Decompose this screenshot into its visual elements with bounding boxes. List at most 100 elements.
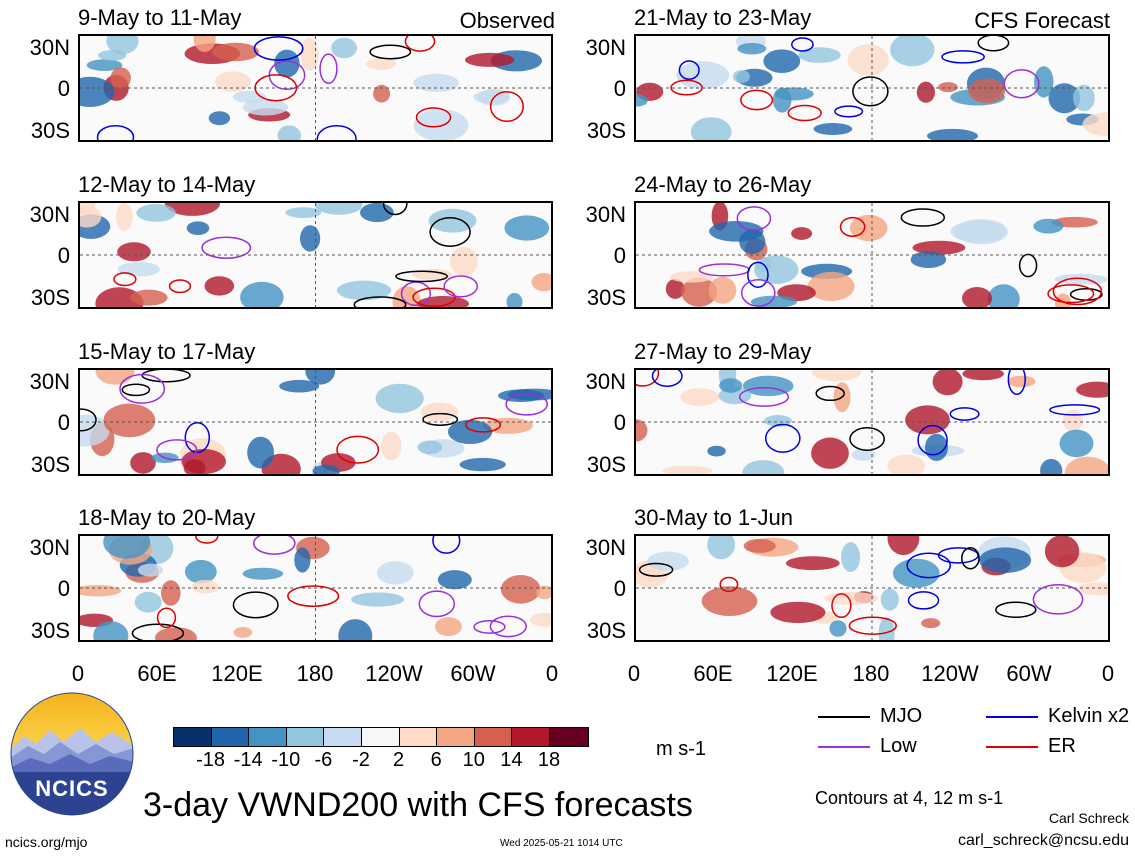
wave-contour xyxy=(651,370,683,387)
legend-low-label: Low xyxy=(880,735,917,757)
wave-contour xyxy=(961,546,980,570)
anomaly-shade xyxy=(103,403,156,438)
colorbar xyxy=(173,727,589,747)
anomaly-shade xyxy=(786,556,840,571)
lat-30s-r2-l: 30S xyxy=(30,285,70,310)
map-shading xyxy=(636,36,1108,140)
panel-title-8: 30-May to 1-Jun xyxy=(634,505,793,530)
lat-30n-r3-r: 30N xyxy=(585,369,626,394)
anomaly-shade xyxy=(841,542,861,572)
lon-label-l6: 0 xyxy=(545,661,559,686)
anomaly-shade xyxy=(117,261,160,277)
anomaly-shade xyxy=(1082,112,1108,136)
anomaly-shade xyxy=(373,84,391,103)
anomaly-shade xyxy=(233,627,253,638)
wave-contour xyxy=(852,76,889,107)
anomaly-shade xyxy=(504,215,550,241)
anomaly-shade xyxy=(277,125,301,140)
wave-contour xyxy=(443,275,478,298)
wave-contour xyxy=(848,616,897,635)
anomaly-shade xyxy=(813,123,853,135)
anomaly-shade xyxy=(770,601,826,624)
lat-30n-r2-l: 30N xyxy=(29,202,70,227)
wave-contour xyxy=(113,272,137,287)
anomaly-shade xyxy=(791,227,813,240)
wave-contour xyxy=(432,536,461,554)
lon-label-r1: 60E xyxy=(693,661,733,686)
wave-contour xyxy=(834,105,864,118)
site-link[interactable]: ncics.org/mjo xyxy=(5,834,88,850)
wave-contour xyxy=(907,591,940,610)
panel-title-3: 12-May to 14-May xyxy=(78,172,256,197)
colorbar-tick: 14 xyxy=(500,749,523,771)
wave-contour xyxy=(141,370,191,383)
wave-contour xyxy=(740,278,776,307)
lat-30n-r3-l: 30N xyxy=(29,369,70,394)
anomaly-shade xyxy=(86,59,123,71)
panel-title-7: 18-May to 20-May xyxy=(78,505,256,530)
anomaly-shade xyxy=(912,240,966,255)
wave-contour xyxy=(747,261,769,288)
anomaly-shade xyxy=(95,287,144,307)
lat-30s-r2-r: 30S xyxy=(586,285,626,310)
wave-contour xyxy=(1049,404,1101,416)
anomaly-shade xyxy=(636,94,648,107)
anomaly-shade xyxy=(106,36,139,55)
colorbar-swatch xyxy=(437,728,475,746)
lon-label-l3: 180 xyxy=(296,661,334,686)
colorbar-tick: -10 xyxy=(271,749,301,771)
map-shading xyxy=(80,36,551,140)
anomaly-shade xyxy=(798,47,841,63)
map-shading xyxy=(80,203,551,307)
lat-0-r2-r: 0 xyxy=(613,243,626,268)
lat-0-r4-l: 0 xyxy=(57,576,70,601)
wave-contour xyxy=(316,124,357,140)
colorbar-tick: -18 xyxy=(196,749,226,771)
wave-contour xyxy=(429,217,471,247)
legend-mjo-line xyxy=(818,715,870,718)
colorbar-swatch xyxy=(399,728,438,746)
lat-0-r3-l: 0 xyxy=(57,410,70,435)
wave-contour xyxy=(740,89,774,111)
lon-label-r2: 120E xyxy=(766,661,818,686)
wave-contour xyxy=(1047,284,1095,304)
anomaly-shade xyxy=(420,402,459,422)
anomaly-shade xyxy=(285,207,322,218)
wave-contour xyxy=(736,206,772,231)
lon-label-r6: 0 xyxy=(1101,661,1115,686)
wave-contour xyxy=(977,36,1010,52)
anomaly-shade xyxy=(536,585,551,600)
main-title: 3-day VWND200 with CFS forecasts xyxy=(143,786,693,824)
anomaly-shade xyxy=(811,437,849,469)
wave-contour xyxy=(831,593,852,619)
anomaly-shade xyxy=(413,109,469,140)
wave-contour xyxy=(900,208,946,227)
anomaly-shade xyxy=(300,225,321,252)
wave-contour xyxy=(96,124,135,140)
map-panel-6 xyxy=(634,368,1110,476)
map-panel-5 xyxy=(78,368,553,476)
colorbar-tick: -2 xyxy=(352,749,370,771)
wave-contour xyxy=(184,422,211,454)
legend-low: Low xyxy=(818,735,917,758)
wave-contour xyxy=(395,270,448,283)
lat-0-r4-r: 0 xyxy=(613,576,626,601)
wave-contour xyxy=(319,53,338,85)
wave-contour xyxy=(636,370,660,387)
anomaly-shade xyxy=(80,414,110,447)
anomaly-shade xyxy=(240,281,284,307)
wave-contour xyxy=(1003,69,1040,99)
anomaly-shade xyxy=(117,242,151,262)
anomaly-shade xyxy=(459,457,506,472)
anomaly-shade xyxy=(186,221,210,235)
lon-label-r5: 60W xyxy=(1006,661,1052,686)
author-email[interactable]: carl_schreck@ncsu.edu xyxy=(958,832,1129,849)
anomaly-shade xyxy=(103,536,151,559)
anomaly-shade xyxy=(164,203,220,216)
anomaly-shade xyxy=(690,117,732,140)
anomaly-shade xyxy=(887,536,920,556)
wave-contour xyxy=(787,104,822,122)
wave-contour xyxy=(698,263,750,277)
anomaly-shade xyxy=(987,284,1020,307)
anomaly-shade xyxy=(417,296,469,307)
